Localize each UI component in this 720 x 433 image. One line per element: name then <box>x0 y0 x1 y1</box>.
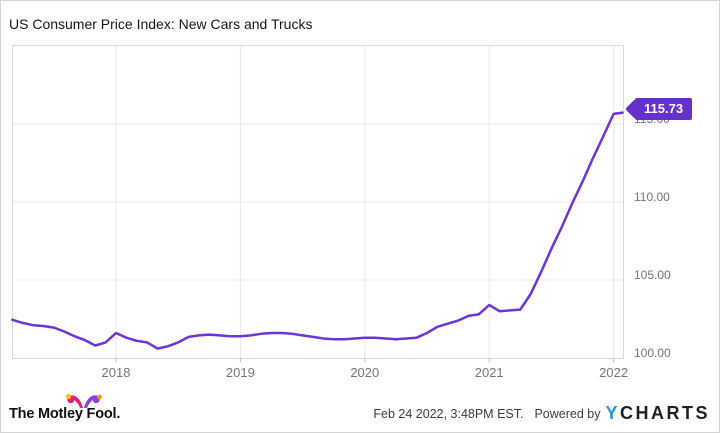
attribution: Feb 24 2022, 3:48PM EST. Powered by YCHA… <box>373 403 710 424</box>
timestamp: Feb 24 2022, 3:48PM EST. <box>373 406 524 421</box>
motley-fool-logo[interactable]: The Motley Fool. <box>9 393 129 425</box>
ycharts-y: Y <box>605 403 620 423</box>
x-axis-label: 2019 <box>225 365 255 380</box>
motley-fool-wordmark: The Motley Fool. <box>9 406 121 422</box>
ycharts-charts: CHARTS <box>620 403 710 423</box>
y-axis-label: 110.00 <box>634 190 670 204</box>
x-axis-label: 2020 <box>350 365 380 380</box>
jester-hat-icon <box>65 393 102 408</box>
powered-by-label: Powered by <box>534 406 601 421</box>
y-axis-label: 105.00 <box>634 268 671 282</box>
chart-title: US Consumer Price Index: New Cars and Tr… <box>9 16 313 32</box>
cpi-line-series <box>11 111 624 350</box>
badge-value: 115.73 <box>635 98 693 120</box>
line-chart-canvas <box>11 46 624 362</box>
plot-area <box>11 45 624 362</box>
x-axis-label: 2021 <box>474 365 504 380</box>
x-axis-label: 2018 <box>101 365 131 380</box>
ycharts-logo[interactable]: YCHARTS <box>605 403 710 424</box>
x-axis-label: 2022 <box>599 365 629 380</box>
y-axis-label: 100.00 <box>634 346 671 360</box>
